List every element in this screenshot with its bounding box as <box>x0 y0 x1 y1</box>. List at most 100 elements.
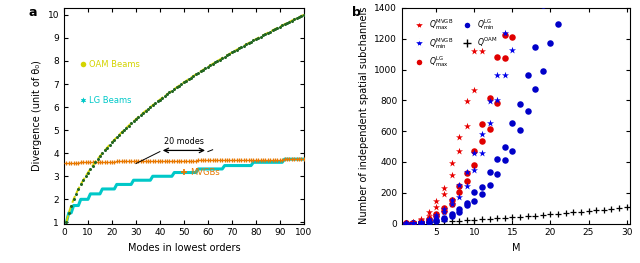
Point <box>401 221 411 226</box>
Point <box>500 33 510 37</box>
Point <box>408 221 419 225</box>
Point <box>469 49 479 53</box>
Point <box>454 206 464 211</box>
Point <box>515 102 525 107</box>
Point <box>538 213 548 217</box>
Point <box>522 73 532 77</box>
Point <box>439 206 449 211</box>
Point <box>408 221 419 225</box>
Point <box>447 198 457 202</box>
Point <box>545 41 556 45</box>
Point <box>408 221 419 225</box>
Y-axis label: Number of independent spatial subchannels: Number of independent spatial subchannel… <box>358 7 369 224</box>
X-axis label: Modes in lowest orders: Modes in lowest orders <box>127 243 240 253</box>
Point <box>416 220 426 224</box>
Point <box>492 98 502 102</box>
Point <box>447 214 457 218</box>
Text: LG Beams: LG Beams <box>89 96 132 105</box>
Point <box>477 185 487 189</box>
Y-axis label: Divergence (unit of θ₀): Divergence (unit of θ₀) <box>32 60 42 171</box>
Point <box>401 221 411 226</box>
Point <box>484 99 495 103</box>
Point <box>477 132 487 136</box>
Point <box>500 31 510 35</box>
Point <box>606 207 616 211</box>
Point <box>416 220 426 224</box>
Point <box>484 1 495 5</box>
Point <box>454 183 464 188</box>
Point <box>492 157 502 161</box>
Point <box>500 145 510 149</box>
Point <box>461 171 472 175</box>
Point <box>484 121 495 125</box>
Point <box>431 205 442 209</box>
Point <box>454 210 464 214</box>
Point <box>447 219 457 223</box>
Point <box>461 170 472 174</box>
Point <box>447 202 457 206</box>
Point <box>447 201 457 206</box>
Point <box>477 151 487 155</box>
Point <box>416 217 426 221</box>
Point <box>424 210 434 214</box>
Point <box>461 124 472 128</box>
Point <box>447 198 457 203</box>
Point <box>492 73 502 78</box>
Point <box>576 210 586 214</box>
Point <box>439 206 449 210</box>
Point <box>461 98 472 103</box>
Point <box>431 212 442 216</box>
Point <box>477 122 487 127</box>
Point <box>439 192 449 196</box>
Point <box>408 221 419 225</box>
Point <box>530 87 540 91</box>
Point <box>522 109 532 113</box>
Text: OAM Beams: OAM Beams <box>89 60 140 69</box>
Point <box>508 149 518 153</box>
Point <box>598 208 609 212</box>
Point <box>477 192 487 196</box>
Point <box>484 183 495 187</box>
Point <box>584 209 594 213</box>
Point <box>477 217 487 221</box>
Point <box>431 213 442 217</box>
Point <box>477 139 487 143</box>
Point <box>484 127 495 131</box>
Point <box>454 219 464 223</box>
Point <box>416 220 426 224</box>
Point <box>568 210 579 215</box>
Point <box>530 45 540 49</box>
Point <box>431 220 442 224</box>
Point <box>454 149 464 153</box>
Point <box>431 218 442 222</box>
Point <box>424 217 434 221</box>
Point <box>447 161 457 165</box>
Point <box>461 201 472 205</box>
Point <box>538 69 548 73</box>
Point <box>439 219 449 224</box>
Point <box>621 205 632 209</box>
Point <box>591 208 601 213</box>
Text: a: a <box>28 6 36 19</box>
Text: MVGBs: MVGBs <box>190 168 220 177</box>
Point <box>469 149 479 153</box>
Point <box>500 73 510 77</box>
Point <box>424 218 434 222</box>
Point <box>553 211 563 216</box>
Point <box>469 168 479 173</box>
Point <box>424 217 434 221</box>
Point <box>461 218 472 222</box>
Point <box>401 221 411 226</box>
Point <box>416 220 426 224</box>
Point <box>401 221 411 226</box>
Point <box>508 48 518 52</box>
Point <box>424 220 434 224</box>
Point <box>439 210 449 214</box>
Point <box>454 190 464 194</box>
Point <box>454 184 464 188</box>
X-axis label: M: M <box>512 243 520 253</box>
Point <box>401 221 411 225</box>
Point <box>492 216 502 220</box>
Point <box>401 221 411 225</box>
Point <box>431 199 442 203</box>
